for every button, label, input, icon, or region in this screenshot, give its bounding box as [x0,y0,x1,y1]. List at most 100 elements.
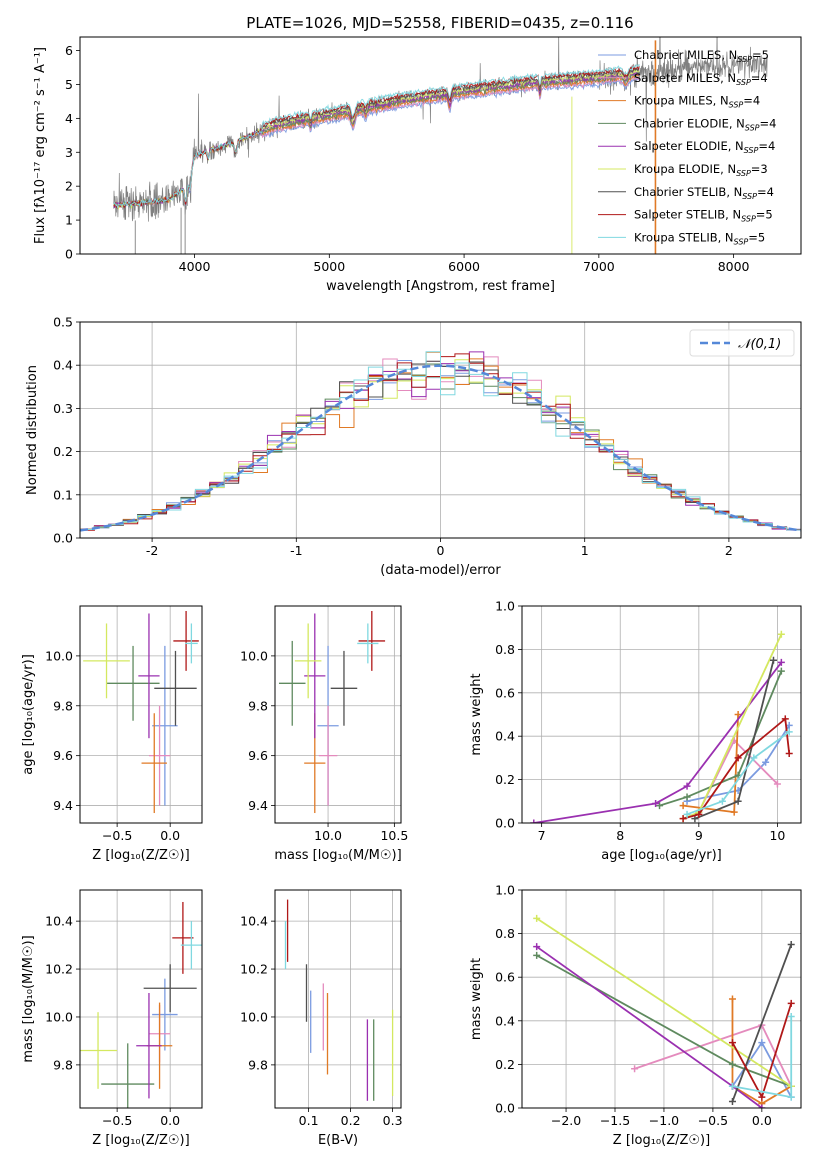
y-tick-label: 3 [65,145,73,160]
x-tick-label: 0 [437,543,445,558]
x-tick-label: 0.1 [299,1113,319,1128]
y-tick-label: 4 [65,111,73,126]
series-marker [758,1104,766,1108]
mass-vs-metallicity-panel: −0.5 0.0 9.8 10.0 10.2 10.4 Z [log₁₀(Z/Z☉)] mas… [21,889,203,1148]
y-tick-label: 1.0 [495,599,515,614]
plot-area [278,610,386,814]
model-spectrum-4 [113,71,640,209]
error-bar-point-7 [143,964,197,1013]
error-bar-point-7 [330,650,358,726]
y-tick-label: 6 [65,43,73,58]
x-tick-label: 10.5 [380,828,408,843]
series-marker [787,941,795,948]
x-tick-label: −1.0 [649,1113,679,1128]
y-axis-label: mass [log₁₀(M/M☉)] [21,935,36,1062]
series-marker [777,630,785,638]
error-bar-point-6 [294,623,322,699]
mass-vs-ebv-panel: 0.1 0.2 0.3 9.8 10.0 10.2 10.4 E(B-V) [240,889,403,1148]
model-spectrum-9 [113,64,640,209]
legend-label: Salpeter MILES, NSSP=4 [634,71,768,87]
y-tick-label: 0.0 [53,531,73,546]
x-tick-label: 7000 [583,259,615,274]
x-tick-label: 4000 [179,259,211,274]
error-bar-point-7 [154,650,197,726]
series-marker [679,815,687,823]
series-marker [734,754,742,762]
series-line [659,670,783,807]
y-axis-label: Normed distribution [25,365,40,495]
y-tick-label: 0.2 [53,444,73,459]
series-marker [728,1060,736,1068]
error-bar-point-5 [138,613,160,739]
normal-reference-curve [80,364,801,532]
age-vs-metallicity-panel: −0.5 0.0 9.4 9.6 9.8 10.0 Z [log₁₀(Z/Z☉)] age [… [21,605,203,863]
x-tick-label: 10.0 [314,828,342,843]
model-spectrum-7 [113,66,640,208]
x-tick-label: −0.5 [698,1113,728,1128]
x-axis-label: Z [log₁₀(Z/Z☉)] [92,1133,189,1148]
series-marker [787,1012,795,1020]
series-marker [679,802,687,810]
x-tick-label: 0.0 [160,1113,180,1128]
y-tick-label: 10.4 [45,914,73,929]
error-bar-point-3 [141,713,167,814]
series-marker [734,711,742,718]
y-tick-label: 0.6 [495,970,515,985]
error-bar-point-5 [136,993,162,1099]
y-axis-label: Flux [fλ10⁻¹⁷ erg cm⁻² s⁻¹ A⁻¹] [33,47,48,244]
series-line [536,945,763,1108]
plot-area [533,914,795,1108]
model-spectrum-1 [113,77,640,209]
y-tick-label: 9.8 [248,698,268,713]
legend-label: 𝒩(0,1) [738,337,781,352]
x-tick-label: −0.5 [102,1113,132,1128]
y-tick-label: 9.6 [53,748,73,763]
x-tick-label: 0.0 [752,1113,772,1128]
series-marker [718,797,726,805]
error-bar-point-4 [106,645,160,721]
page-title: PLATE=1026, MJD=52558, FIBERID=0435, z=0… [246,14,633,32]
series-marker [631,1065,639,1073]
y-tick-label: 10.0 [45,1009,73,1024]
series-marker [683,810,691,818]
plot-area [284,899,394,1101]
series-marker [785,750,793,758]
y-tick-label: 0.4 [495,729,515,744]
x-axis-label: age [log₁₀(age/yr)] [601,848,722,863]
series-line [731,944,793,1102]
y-tick-label: 10.2 [45,962,73,977]
model-spectrum-2 [113,75,640,208]
error-bar-point-9 [185,623,198,664]
error-bar-point-2 [318,705,338,806]
x-tick-label: 5000 [313,259,345,274]
y-tick-label: 10.4 [240,914,268,929]
x-tick-label: 7 [538,828,546,843]
spectrum-panel: 4000 5000 6000 7000 8000 0 1 2 3 4 5 6 wavelength [A… [33,36,802,294]
x-tick-label: 2 [725,543,733,558]
y-tick-label: 9.4 [53,798,73,813]
mass-weight-series-7 [728,941,795,1105]
error-bar-point-2 [148,705,171,806]
series-marker [769,656,777,664]
y-tick-label: 0.2 [495,772,515,787]
x-tick-label: 0.2 [341,1113,361,1128]
axes-frame [521,889,802,1109]
mass-weight-series-8 [679,715,793,823]
y-tick-label: 9.4 [248,798,268,813]
series-marker [695,810,703,818]
plot-area [530,630,793,823]
series-marker [683,793,691,801]
y-tick-label: 0.3 [53,401,73,416]
model-spectrum-6 [113,67,640,211]
model-spectrum-3 [113,72,640,208]
x-tick-label: 10 [769,828,785,843]
axes-frame [521,605,802,824]
error-bar-point-1 [152,978,178,1051]
y-tick-label: 0.2 [495,1057,515,1072]
y-tick-label: 5 [65,77,73,92]
y-tick-label: 10.0 [240,1009,268,1024]
mass-weight-series-9 [683,728,793,818]
y-tick-label: 9.8 [53,1057,73,1072]
series-marker [728,995,736,1003]
